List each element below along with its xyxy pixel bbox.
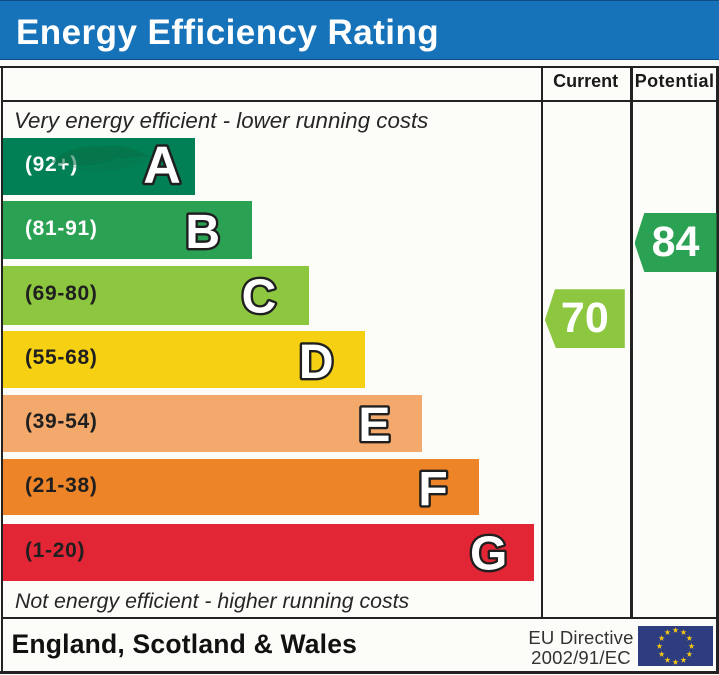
svg-text:F: F [418, 463, 447, 516]
svg-text:B: B [185, 206, 220, 259]
svg-text:D: D [299, 336, 334, 389]
svg-text:E: E [358, 399, 390, 452]
svg-text:G: G [470, 527, 507, 580]
svg-text:C: C [242, 271, 277, 324]
svg-text:A: A [143, 137, 181, 195]
